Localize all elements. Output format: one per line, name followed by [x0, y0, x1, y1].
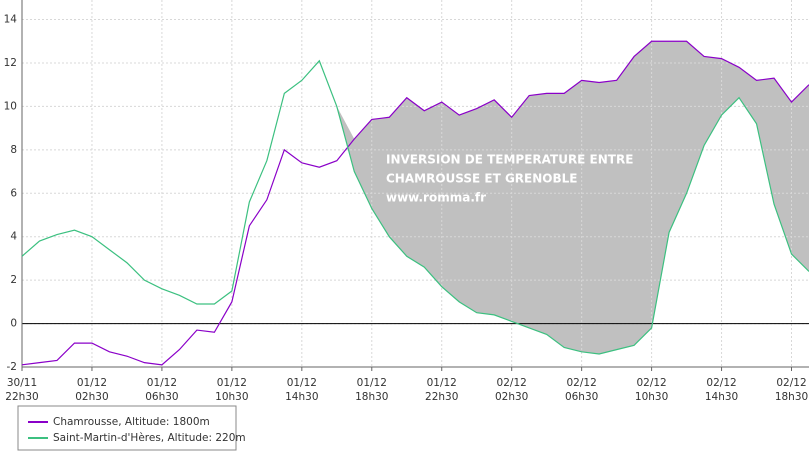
x-tick-label-part: 14h30: [285, 391, 318, 403]
x-tick-label-part: 02h30: [495, 391, 528, 403]
legend-box: [17, 405, 237, 451]
x-tick-label-part: 01/12: [77, 377, 107, 389]
y-tick-label: 10: [4, 100, 17, 112]
y-tick-label: 12: [4, 57, 17, 69]
x-tick-label: 01/12 22h30: [425, 377, 458, 403]
y-tick-label: 0: [10, 318, 17, 330]
x-tick-label-part: 02/12: [706, 377, 736, 389]
x-tick-label-part: 01/12: [147, 377, 177, 389]
x-tick-label-part: 30/11: [7, 377, 37, 389]
series-line: [21, 40, 809, 366]
annotation: INVERSION DE TEMPERATURE ENTRE: [386, 153, 633, 167]
x-tick-label-part: 06h30: [565, 391, 598, 403]
inversion-area: [22, 41, 809, 354]
x-tick-label-part: 01/12: [357, 377, 387, 389]
x-tick-label: 02/12 06h30: [565, 377, 598, 403]
y-tick-label: 14: [4, 14, 18, 26]
x-tick-label: 30/11 22h30: [5, 377, 38, 403]
x-tick-label-part: 02/12: [636, 377, 666, 389]
y-tick-label: 8: [10, 144, 17, 156]
x-tick-label: 01/12 02h30: [75, 377, 108, 403]
x-tick-label-part: 10h30: [635, 391, 668, 403]
x-tick-label-part: 06h30: [145, 391, 178, 403]
x-tick-label: 02/12 02h30: [495, 377, 528, 403]
x-tick-label-part: 02h30: [75, 391, 108, 403]
x-tick-label-part: 01/12: [287, 377, 317, 389]
y-tick-label: 6: [10, 187, 17, 199]
x-tick-label-part: 02/12: [776, 377, 806, 389]
series-line: [21, 59, 809, 355]
x-tick-label-part: 14h30: [705, 391, 738, 403]
x-tick-label: 01/12 14h30: [285, 377, 318, 403]
legend-label: Saint-Martin-d'Hères, Altitude: 220m: [53, 432, 246, 444]
x-tick-label-part: 01/12: [427, 377, 457, 389]
x-tick-label-part: 10h30: [215, 391, 248, 403]
legend-label: Chamrousse, Altitude: 1800m: [53, 416, 210, 428]
y-tick-label: 2: [10, 274, 17, 286]
x-tick-label-part: 02/12: [497, 377, 527, 389]
annotation: www.romma.fr: [386, 191, 486, 205]
x-tick-label: 02/12 18h30: [775, 377, 808, 403]
y-tick-label: 4: [10, 231, 17, 243]
x-tick-label-part: 22h30: [425, 391, 458, 403]
annotation: CHAMROUSSE ET GRENOBLE: [386, 172, 577, 186]
x-tick-label-part: 18h30: [775, 391, 808, 403]
x-tick-label: 01/12 18h30: [355, 377, 388, 403]
x-tick-label-part: 22h30: [5, 391, 38, 403]
x-tick-label: 02/12 14h30: [705, 377, 738, 403]
x-tick-label-part: 02/12: [567, 377, 597, 389]
x-tick-label-part: 01/12: [217, 377, 247, 389]
x-tick-label: 01/12 10h30: [215, 377, 248, 403]
x-tick-label-part: 18h30: [355, 391, 388, 403]
x-tick-label: 02/12 10h30: [635, 377, 668, 403]
x-tick-label: 01/12 06h30: [145, 377, 178, 403]
y-tick-label: -2: [7, 361, 17, 373]
